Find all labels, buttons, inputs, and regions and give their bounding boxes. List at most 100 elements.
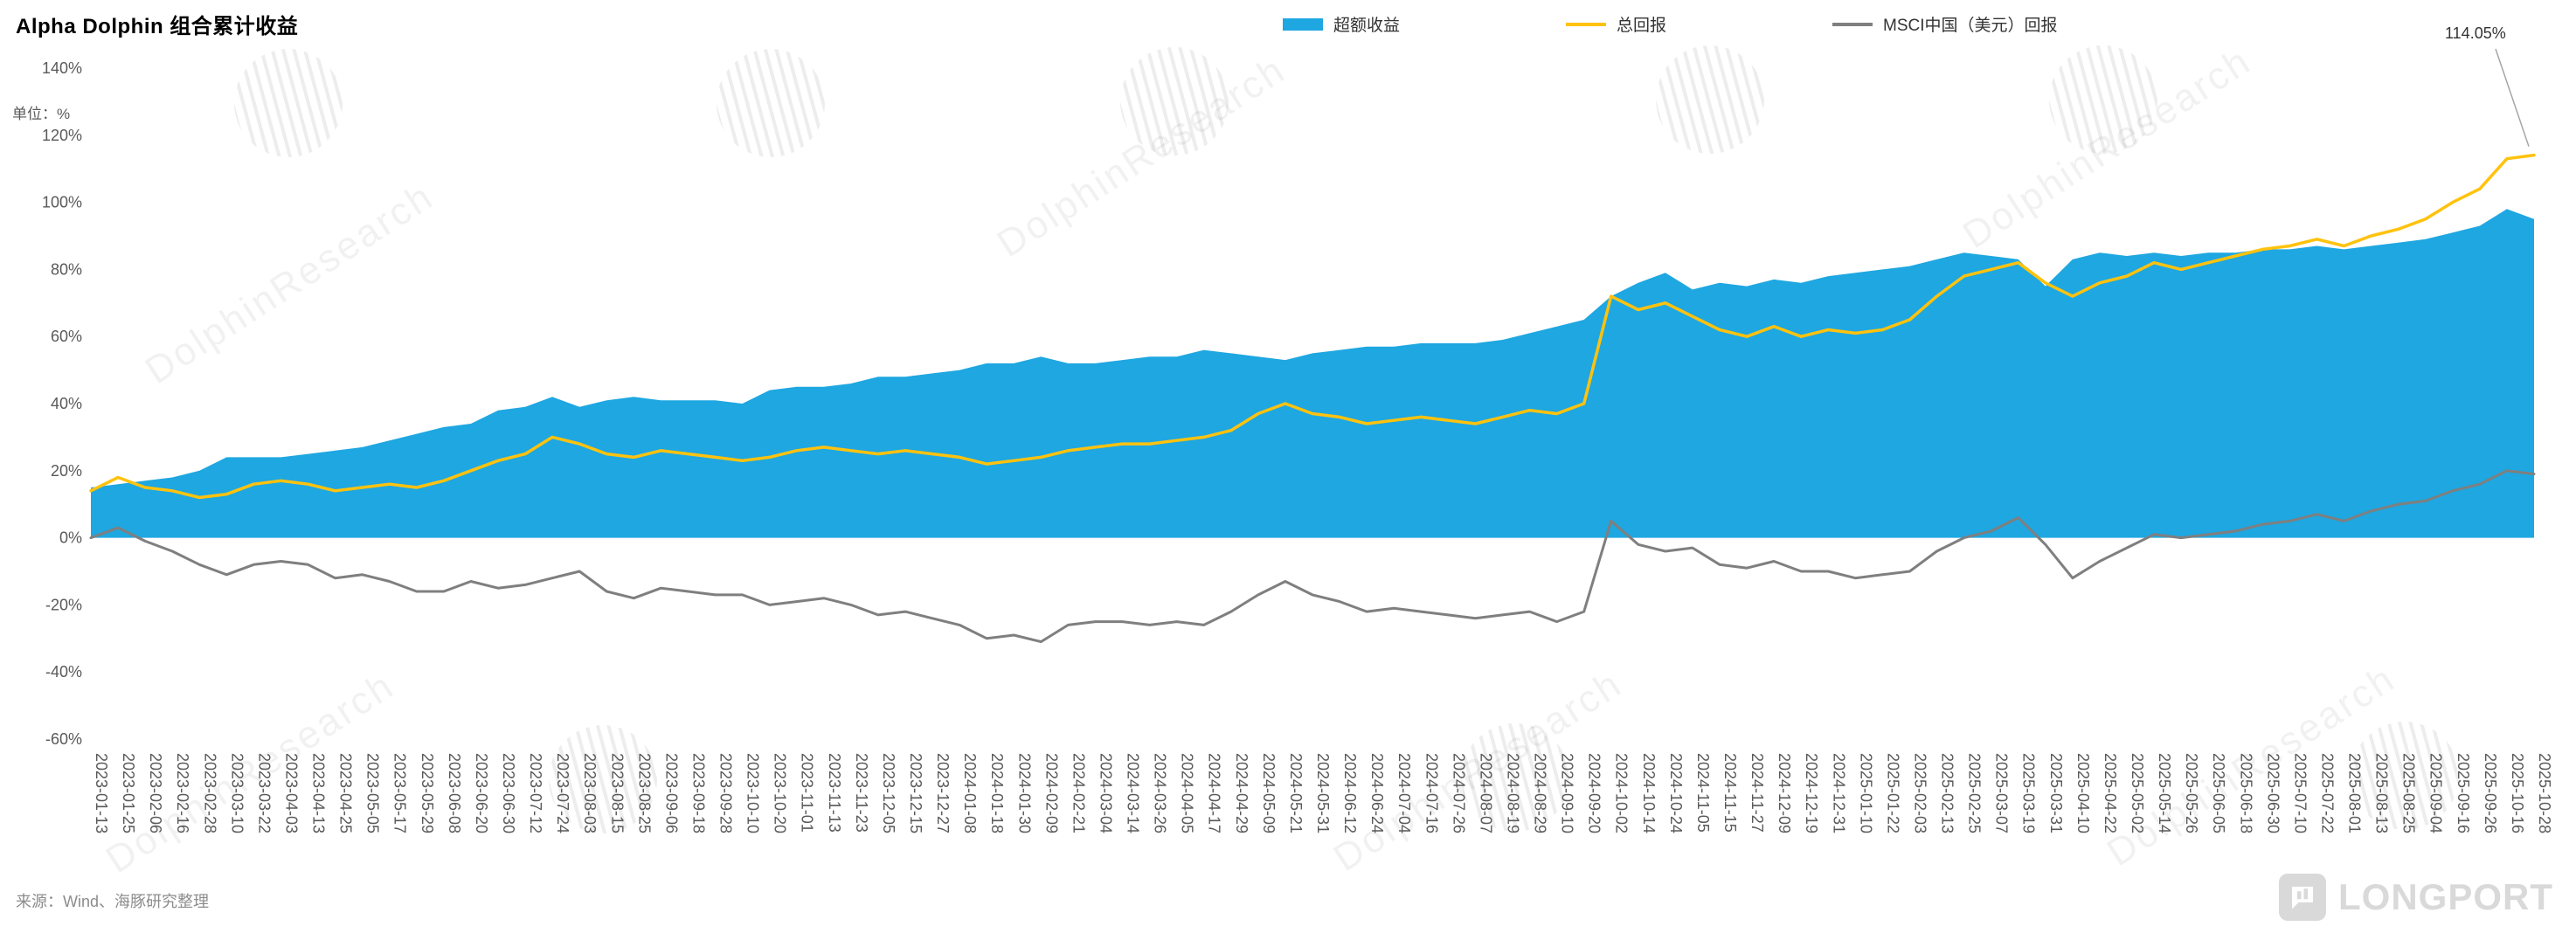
- x-axis-tick-label: 2024-08-07: [1477, 753, 1494, 833]
- x-axis-tick-label: 2024-10-14: [1640, 753, 1658, 833]
- y-axis-tick-label: 100%: [42, 194, 82, 211]
- legend-label: 超额收益: [1333, 17, 1401, 35]
- longport-glyph-icon: [2292, 887, 2313, 909]
- x-axis-tick-label: 2024-01-08: [961, 753, 979, 833]
- total-return-swatch-icon: [1566, 22, 1607, 26]
- x-axis-tick-label: 2024-12-31: [1830, 753, 1847, 833]
- x-axis-tick-label: 2025-07-22: [2318, 753, 2336, 833]
- x-axis-tick-label: 2023-06-20: [473, 753, 490, 833]
- x-axis-tick-label: 2024-11-15: [1721, 753, 1739, 833]
- x-axis-tick-label: 2025-10-28: [2536, 753, 2553, 833]
- x-axis-tick-label: 2025-05-26: [2183, 753, 2200, 833]
- x-axis-tick-label: 2023-01-13: [93, 753, 110, 833]
- x-axis-tick-label: 2024-04-29: [1233, 753, 1250, 833]
- legend-item-total-return: 总回报: [1566, 12, 1666, 36]
- y-axis-tick-label: -60%: [45, 730, 82, 748]
- x-axis-tick-label: 2025-10-16: [2509, 753, 2526, 833]
- x-axis-tick-label: 2025-08-25: [2400, 753, 2418, 833]
- watermark-logo-circle: [234, 49, 343, 157]
- msci-return-swatch-icon: [1832, 22, 1873, 26]
- x-axis-tick-label: 2025-03-31: [2047, 753, 2065, 833]
- legend-item-excess-return: 超额收益: [1283, 12, 1400, 36]
- total-return-line: [89, 153, 2536, 500]
- y-axis-tick-label: -20%: [45, 596, 82, 613]
- chart-legend: 超额收益 总回报 MSCI中国（美元）回报: [1283, 12, 2058, 36]
- x-axis-tick-label: 2024-08-29: [1532, 753, 1549, 833]
- x-axis-tick-label: 2023-10-10: [744, 753, 762, 833]
- longport-wordmark: LONGPORT: [2338, 876, 2553, 917]
- x-axis-tick-label: 2023-02-16: [174, 753, 191, 833]
- x-axis-tick-label: 2025-01-10: [1857, 753, 1874, 833]
- x-axis-tick-label: 2024-03-26: [1152, 753, 1169, 833]
- x-axis-tick-label: 2023-12-05: [880, 753, 897, 833]
- x-axis-tick-label: 2024-05-31: [1314, 753, 1332, 833]
- x-axis-tick-label: 2023-04-13: [310, 753, 328, 833]
- longport-logo: LONGPORT: [2279, 874, 2553, 921]
- longport-logo-icon: [2279, 874, 2326, 921]
- x-axis-tick-label: 2024-08-19: [1504, 753, 1521, 833]
- x-axis-tick-label: 2023-01-25: [120, 753, 137, 833]
- x-axis-tick-label: 2025-04-10: [2074, 753, 2092, 833]
- x-axis-tick-label: 2023-09-06: [662, 753, 680, 833]
- x-axis-tick-label: 2023-04-03: [282, 753, 300, 833]
- x-axis-tick-label: 2025-06-05: [2210, 753, 2227, 833]
- x-axis-tick-label: 2024-06-24: [1368, 753, 1386, 833]
- watermark-logo-circle: [2049, 45, 2157, 154]
- x-axis-tick-label: 2025-08-13: [2373, 753, 2391, 833]
- watermark-logo-circle: [2351, 722, 2459, 830]
- y-axis-tick-label: 80%: [51, 260, 82, 278]
- x-axis-tick-label: 2023-02-06: [147, 753, 164, 833]
- x-axis-tick-label: 2024-04-05: [1179, 753, 1196, 833]
- x-axis-tick-label: 2024-01-18: [988, 753, 1006, 833]
- x-axis-tick-label: 2024-09-10: [1559, 753, 1576, 833]
- x-axis-tick-label: 2025-08-01: [2346, 753, 2364, 833]
- x-axis-tick-label: 2025-02-03: [1911, 753, 1929, 833]
- legend-label: MSCI中国（美元）回报: [1883, 17, 2058, 35]
- x-axis-tick-label: 2023-04-25: [337, 753, 355, 833]
- watermark-logo-circle: [717, 49, 825, 157]
- x-axis-tick-label: 2025-02-13: [1939, 753, 1956, 833]
- x-axis-tick-label: 2025-01-22: [1884, 753, 1901, 833]
- x-axis-tick-label: 2024-02-21: [1070, 753, 1087, 833]
- annotation-value-label: 114.05%: [2445, 24, 2506, 42]
- x-axis-tick-label: 2024-09-20: [1586, 753, 1603, 833]
- x-axis-tick-label: 2023-08-15: [608, 753, 626, 833]
- x-axis-tick-label: 2024-03-14: [1125, 753, 1142, 833]
- x-axis-tick-label: 2023-03-10: [228, 753, 246, 833]
- x-axis-tick-label: 2023-11-13: [826, 753, 843, 833]
- x-axis-tick-label: 2023-09-28: [717, 753, 735, 833]
- x-axis-tick-label: 2025-05-14: [2156, 753, 2173, 833]
- y-axis-tick-label: 140%: [42, 59, 82, 77]
- x-axis-tick-label: 2024-12-19: [1803, 753, 1820, 833]
- x-axis-tick-label: 2023-11-23: [853, 753, 870, 833]
- x-axis-tick-label: 2023-02-28: [201, 753, 218, 833]
- x-axis-tick-label: 2023-12-15: [907, 753, 924, 833]
- x-axis-tick-label: 2025-09-04: [2427, 753, 2445, 833]
- x-axis-tick-label: 2024-12-09: [1776, 753, 1793, 833]
- x-axis-tick-label: 2024-06-12: [1341, 753, 1359, 833]
- page-title: Alpha Dolphin 组合累计收益: [16, 15, 299, 38]
- excess-return-area: [91, 209, 2534, 538]
- x-axis-tick-label: 2025-09-16: [2455, 753, 2472, 833]
- x-axis-tick-label: 2024-05-21: [1287, 753, 1305, 833]
- watermark-logo-circle: [1656, 45, 1764, 154]
- y-axis-tick-label: 20%: [51, 462, 82, 480]
- x-axis-tick-label: 2023-06-30: [500, 753, 517, 833]
- x-axis-tick-label: 2023-05-17: [391, 753, 409, 833]
- y-axis-unit-label: 单位：%: [12, 106, 71, 122]
- x-axis-tick-label: 2024-03-04: [1097, 753, 1114, 833]
- source-note: 来源：Wind、海豚研究整理: [16, 893, 210, 910]
- x-axis-tick-label: 2023-11-01: [799, 753, 816, 833]
- watermark-logo-circle: [1461, 723, 1569, 832]
- x-axis-tick-label: 2024-01-30: [1015, 753, 1033, 833]
- x-axis-tick-label: 2024-10-02: [1613, 753, 1631, 833]
- x-axis-tick-label: 2023-05-05: [364, 753, 382, 833]
- x-axis-tick-label: 2024-11-05: [1694, 753, 1712, 833]
- x-axis-tick-label: 2023-10-20: [772, 753, 789, 833]
- x-axis-tick-label: 2023-03-22: [255, 753, 273, 833]
- x-axis-tick-label: 2024-07-04: [1395, 753, 1413, 833]
- y-axis-tick-label: 0%: [59, 529, 82, 547]
- y-axis-tick-label: 120%: [42, 127, 82, 144]
- x-axis-tick-label: 2025-09-26: [2482, 753, 2499, 833]
